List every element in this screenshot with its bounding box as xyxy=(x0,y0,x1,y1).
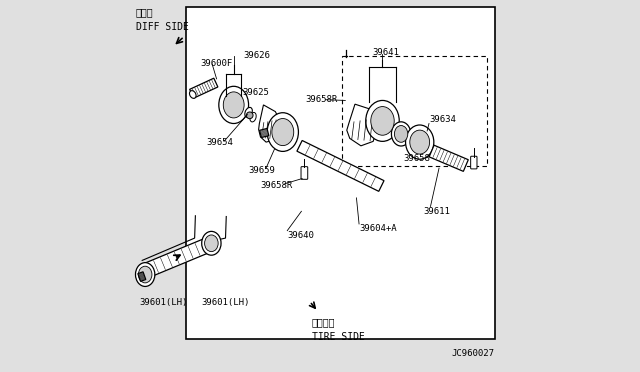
Ellipse shape xyxy=(406,125,434,159)
Ellipse shape xyxy=(245,108,252,117)
Text: 39658R: 39658R xyxy=(305,95,337,104)
Text: 39600F: 39600F xyxy=(200,60,232,68)
Ellipse shape xyxy=(205,235,218,251)
Text: 39601(LH): 39601(LH) xyxy=(140,298,188,307)
Circle shape xyxy=(246,112,253,119)
Polygon shape xyxy=(189,78,218,98)
Text: JC960027: JC960027 xyxy=(451,349,494,358)
Text: 39604+A: 39604+A xyxy=(360,224,397,233)
Ellipse shape xyxy=(272,119,294,145)
Polygon shape xyxy=(259,105,280,142)
Text: デフ側: デフ側 xyxy=(136,7,154,17)
Ellipse shape xyxy=(365,100,399,141)
Text: 39625: 39625 xyxy=(242,88,269,97)
Text: 39640: 39640 xyxy=(287,231,314,240)
Polygon shape xyxy=(260,128,269,138)
Ellipse shape xyxy=(138,266,152,283)
Polygon shape xyxy=(138,272,146,281)
Ellipse shape xyxy=(223,92,244,118)
Text: 39626: 39626 xyxy=(244,51,271,60)
Text: 39641: 39641 xyxy=(372,48,399,57)
Ellipse shape xyxy=(267,113,298,151)
FancyBboxPatch shape xyxy=(470,156,477,169)
Text: 39611: 39611 xyxy=(424,207,451,216)
Text: 39654: 39654 xyxy=(207,138,234,147)
Ellipse shape xyxy=(392,122,411,146)
Polygon shape xyxy=(297,141,384,191)
Text: 39634: 39634 xyxy=(429,115,456,124)
Text: DIFF SIDE: DIFF SIDE xyxy=(136,22,189,32)
Ellipse shape xyxy=(250,112,256,122)
Polygon shape xyxy=(347,104,378,146)
Text: タイヤ側: タイヤ側 xyxy=(312,317,335,327)
Text: 39659: 39659 xyxy=(248,166,275,175)
Bar xyxy=(186,7,495,339)
Polygon shape xyxy=(429,145,468,171)
Text: TIRE SIDE: TIRE SIDE xyxy=(312,332,365,342)
Ellipse shape xyxy=(219,86,248,124)
Text: 39658R: 39658R xyxy=(260,181,292,190)
Polygon shape xyxy=(140,237,214,279)
Ellipse shape xyxy=(371,106,394,135)
Ellipse shape xyxy=(394,126,408,142)
FancyBboxPatch shape xyxy=(301,167,308,179)
Text: 39601(LH): 39601(LH) xyxy=(202,298,250,307)
Bar xyxy=(342,56,488,166)
Ellipse shape xyxy=(136,263,155,286)
Ellipse shape xyxy=(189,91,196,98)
Text: 39658: 39658 xyxy=(404,154,431,163)
Ellipse shape xyxy=(410,130,429,154)
Ellipse shape xyxy=(202,231,221,255)
